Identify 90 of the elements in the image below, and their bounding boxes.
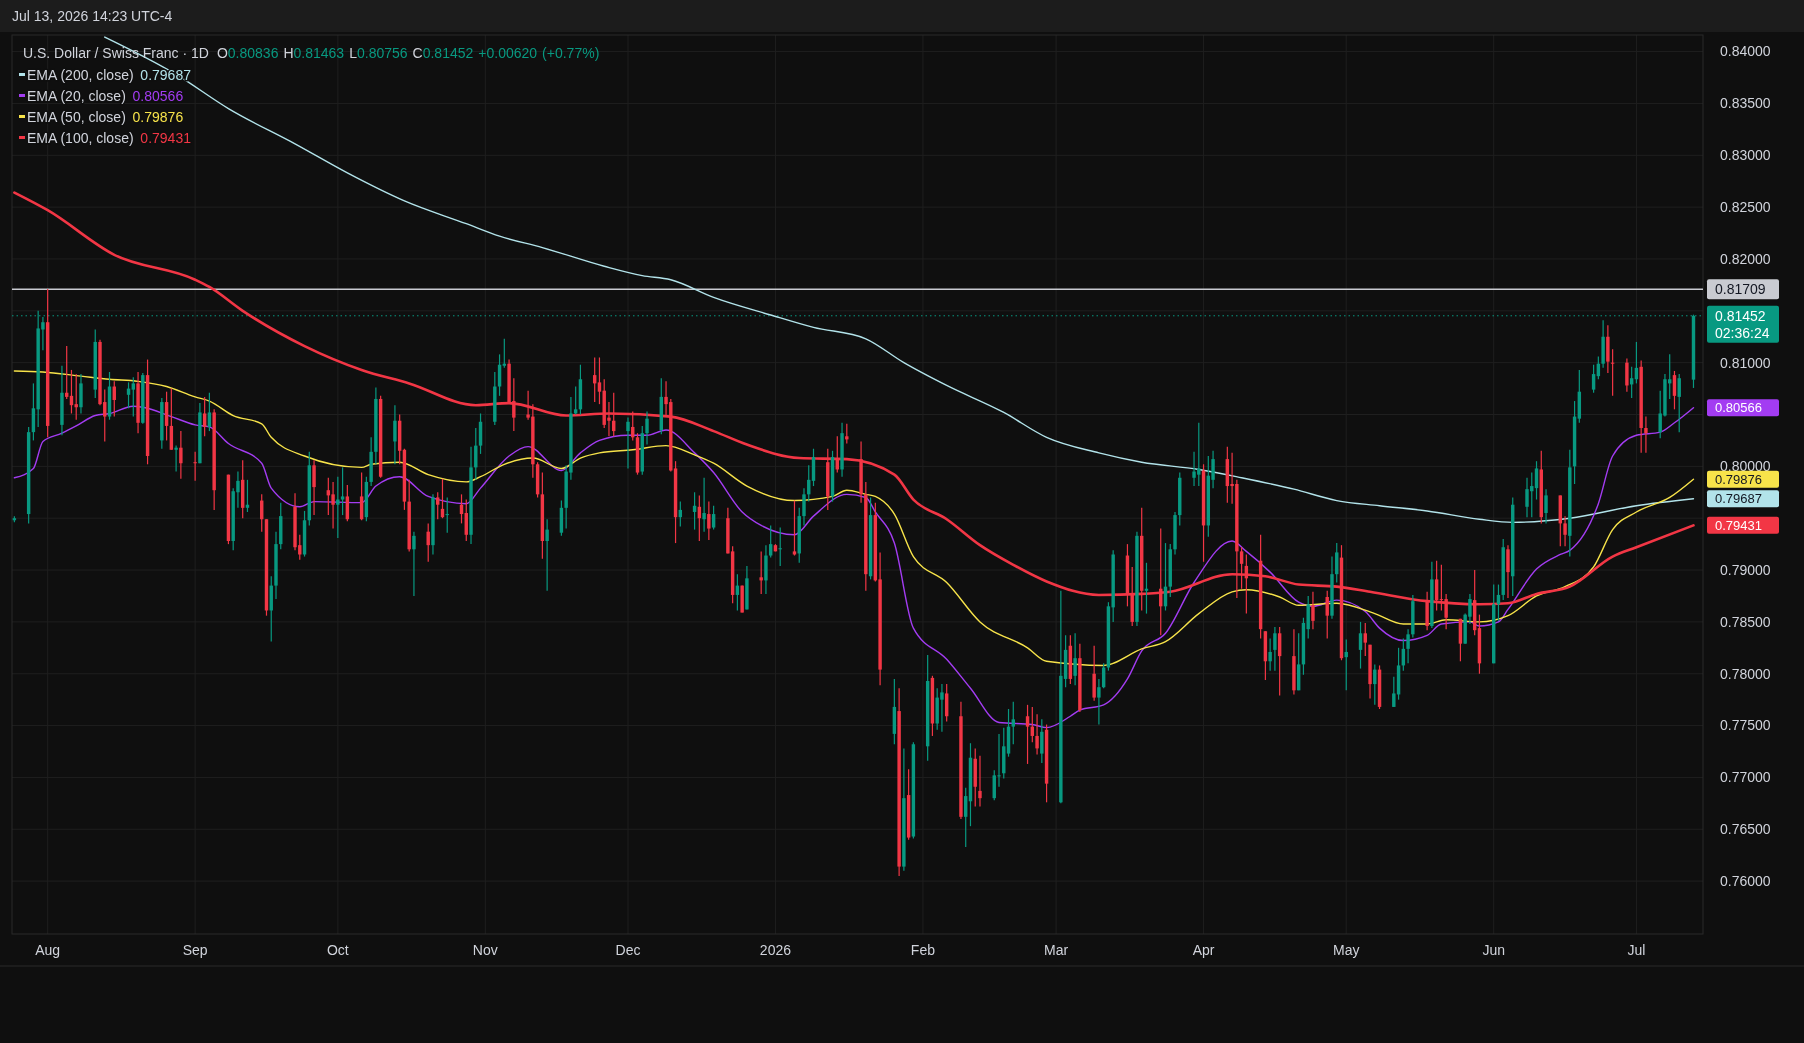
candlestick (436, 491, 440, 520)
y-tick-label: 0.77000 (1720, 769, 1771, 786)
y-tick-label: 0.78500 (1720, 613, 1771, 630)
y-tick-label: 0.78000 (1720, 665, 1771, 682)
candlestick (393, 404, 397, 465)
candlestick (1363, 622, 1367, 657)
legend-label: EMA (50, close) (27, 109, 126, 125)
text: O0.80836 H0.81463 L0.80756 C0.81452 +0.00620 (+0.77%) (216, 45, 600, 61)
x-tick-label: Dec (615, 942, 641, 958)
candlestick (336, 476, 340, 539)
candlestick (207, 392, 212, 432)
text: 0.80566 (132, 88, 184, 104)
x-tick-label: Oct (326, 942, 349, 958)
candlestick (426, 522, 430, 563)
x-tick-label: Sep (182, 942, 208, 958)
legend-label: EMA (20, close) (27, 88, 126, 104)
candlestick (1591, 364, 1596, 394)
y-tick-label: 0.82500 (1720, 199, 1771, 216)
candlestick (1373, 663, 1377, 706)
text: U.S. Dollar / Swiss Franc · 1D (23, 45, 209, 61)
candlestick (1097, 678, 1101, 726)
candlestick (412, 531, 416, 597)
text: 0.79431 (140, 130, 191, 146)
candlestick (1025, 704, 1030, 765)
x-tick-label: 2026 (759, 942, 792, 958)
data-label: 0.79687 (1715, 491, 1762, 507)
candlestick (174, 445, 178, 473)
candlestick (759, 550, 763, 595)
x-tick-label: Mar (1044, 942, 1069, 958)
candlestick (193, 451, 197, 482)
candlestick (978, 755, 982, 808)
text: Jul 13, 2026 14:23 UTC-4 (12, 8, 173, 24)
y-tick-label: 0.81000 (1720, 354, 1771, 371)
candlestick (1035, 713, 1039, 756)
data-label: 0.79431 (1715, 517, 1762, 533)
y-tick-label: 0.83000 (1720, 147, 1771, 164)
candlestick (202, 396, 207, 437)
ref-line-label: 0.81709 (1715, 281, 1766, 298)
candlestick (845, 423, 849, 445)
candlestick (1073, 632, 1077, 686)
candlestick (1011, 701, 1015, 745)
x-tick-label: Aug (35, 942, 61, 958)
candlestick (1092, 645, 1096, 702)
candlestick (1273, 626, 1277, 672)
candlestick (312, 459, 316, 516)
candlestick (331, 481, 335, 530)
candlestick (711, 505, 716, 531)
text: 02:36:24 (1715, 324, 1770, 341)
candlestick (1644, 415, 1648, 454)
data-label: 0.80566 (1715, 400, 1762, 416)
candlestick (707, 501, 711, 541)
candlestick (179, 430, 183, 480)
candlestick (1534, 460, 1539, 501)
candlestick (645, 410, 649, 446)
y-tick-label: 0.79000 (1720, 561, 1771, 578)
candlestick (1268, 637, 1272, 672)
y-tick-label: 0.84000 (1720, 43, 1771, 60)
candlestick (768, 524, 773, 559)
x-tick-label: Nov (472, 942, 498, 958)
x-tick-label: Jun (1482, 942, 1505, 958)
candlestick (802, 487, 806, 527)
y-tick-label: 0.76000 (1720, 873, 1771, 890)
candlestick (131, 376, 136, 418)
candlestick (340, 466, 345, 516)
candlestick (1544, 488, 1548, 524)
candlestick (545, 518, 549, 592)
candlestick (1406, 628, 1410, 664)
candlestick (1625, 357, 1629, 393)
candlestick (1040, 718, 1044, 764)
candlestick (1506, 544, 1510, 599)
candlestick (1525, 477, 1529, 518)
x-tick-label: May (1333, 942, 1360, 958)
y-tick-label: 0.82000 (1720, 250, 1771, 267)
y-tick-label: 0.76500 (1720, 821, 1771, 838)
candlestick (702, 477, 706, 533)
text: 0.79876 (132, 109, 184, 125)
candlestick (1311, 591, 1315, 630)
x-tick-label: Apr (1192, 942, 1215, 958)
candlestick (626, 417, 630, 470)
x-tick-label: Feb (910, 942, 936, 958)
candlestick (778, 526, 782, 567)
x-tick-label: Jul (1627, 942, 1646, 958)
legend-label: EMA (100, close) (27, 130, 134, 146)
candlestick (79, 373, 83, 415)
candlestick (1239, 546, 1244, 590)
y-tick-label: 0.77500 (1720, 717, 1771, 734)
y-tick-label: 0.83500 (1720, 95, 1771, 112)
legend-label: EMA (200, close) (27, 67, 134, 83)
candlestick (1563, 515, 1567, 547)
ref-line-label: 0.81452 (1715, 307, 1766, 324)
